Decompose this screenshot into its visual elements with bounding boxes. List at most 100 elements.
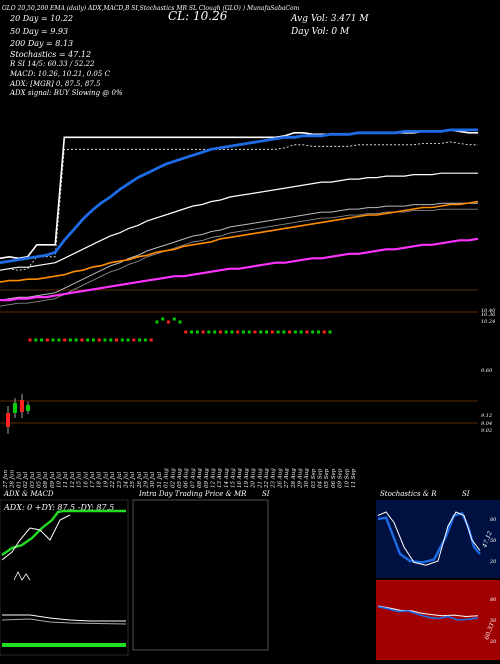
candle-45 (288, 330, 292, 334)
price-dotted-band (0, 141, 478, 271)
date-label-32: 13 Aug (217, 468, 223, 488)
date-label-39: 22 Aug (264, 468, 270, 489)
stochastics-label: Stochastics = 47.12 (10, 50, 91, 59)
date-label-36: 19 Aug (244, 468, 250, 488)
candle-13 (103, 338, 107, 342)
date-label-37: 20 Aug (251, 468, 257, 489)
date-label-44: 29 Aug (297, 468, 303, 489)
adx-panel-frame (0, 499, 129, 656)
date-label-21: 29 Jul (144, 472, 150, 489)
adx-bump-line (13, 571, 31, 581)
date-label-5: 05 Jul (36, 472, 42, 488)
date-label-6: 08 Jul (43, 472, 49, 488)
candle-25 (172, 317, 176, 321)
price-axis-label-6: 9.02 (481, 428, 492, 434)
candle-32 (213, 330, 217, 334)
date-label-0: 27 Jun (3, 470, 9, 489)
ema50-lower-band-2 (0, 208, 478, 307)
adx-macd-panel: ADX & MACD ADX: 0 +DY: 87.5 -DY: 87.5 (0, 490, 129, 656)
date-label-38: 21 Aug (257, 468, 263, 489)
ema50-lower-band (0, 202, 478, 301)
stoch-si-label: SI (462, 490, 470, 498)
date-label-48: 05 Sep (324, 468, 330, 488)
candle-44 (282, 330, 286, 334)
candle-27 (184, 330, 188, 334)
candle-20 (143, 338, 147, 342)
date-label-52: 11 Sep (351, 468, 357, 488)
candle-46 (293, 330, 297, 334)
macd-line (2, 614, 126, 622)
candle-0 (28, 338, 32, 342)
candle-6 (63, 338, 67, 342)
candle-10 (86, 338, 90, 342)
date-label-41: 26 Aug (277, 468, 283, 489)
date-label-31: 12 Aug (210, 468, 216, 488)
close-label: CL: 10.26 (168, 9, 228, 23)
early-candle-2 (20, 400, 24, 412)
date-label-33: 14 Aug (224, 468, 230, 488)
candle-23 (161, 317, 165, 321)
adx-signal-label: ADX signal: BUY Slowing @ 0% (9, 89, 123, 97)
date-label-11: 15 Jul (77, 472, 83, 488)
adx-minus-line (1, 514, 71, 561)
candle-38 (247, 330, 251, 334)
si-panel-bg (376, 580, 500, 660)
price-axis-label-3: 9.60 (481, 368, 493, 374)
candle-24 (166, 320, 170, 324)
date-label-46: 03 Sep (311, 468, 317, 488)
date-label-26: 05 Aug (177, 468, 183, 488)
date-label-10: 12 Jul (70, 472, 76, 488)
candle-50 (316, 330, 320, 334)
candle-26 (178, 320, 182, 324)
macd-label: MACD: 10.26, 10.21, 0.05 C (9, 70, 111, 78)
early-candle-3 (26, 405, 30, 411)
date-label-8: 10 Jul (57, 472, 63, 488)
series-line-1 (0, 128, 478, 265)
candle-41 (265, 330, 269, 334)
date-label-20: 26 Jul (137, 472, 143, 489)
early-candle-1 (13, 403, 17, 413)
date-label-23: 31 Jul (157, 472, 163, 488)
date-label-49: 06 Sep (331, 468, 337, 488)
candle-11 (91, 338, 95, 342)
date-label-47: 04 Sep (318, 468, 324, 488)
candle-30 (201, 330, 205, 334)
price-axis-label-4: 9.12 (481, 413, 492, 419)
stoch-tick-2: 20 (489, 559, 497, 565)
date-label-3: 02 Jul (23, 472, 29, 488)
stoch-tick-1: 50 (490, 538, 497, 544)
adx-panel-title: ADX & MACD (3, 490, 54, 498)
candle-16 (120, 338, 124, 342)
date-label-2: 01 Jul (16, 472, 22, 488)
candle-28 (190, 330, 194, 334)
price-axis-label-1: 10.36 (481, 312, 496, 318)
candle-34 (224, 330, 228, 334)
series-line-4 (0, 237, 479, 302)
candle-48 (305, 330, 309, 334)
date-label-50: 09 Sep (338, 468, 344, 488)
date-label-29: 08 Aug (197, 468, 203, 488)
candle-19 (138, 338, 142, 342)
date-label-35: 16 Aug (237, 468, 243, 488)
date-label-12: 16 Jul (83, 472, 89, 488)
candle-7 (68, 338, 72, 342)
series-line-2 (0, 172, 478, 271)
date-label-9: 11 Jul (63, 472, 69, 488)
candle-33 (218, 330, 222, 334)
si-tick-0: 80 (490, 597, 497, 603)
candle-51 (322, 330, 326, 334)
intraday-title: Intra Day Trading Price & MR (138, 490, 247, 498)
ema200-label: 200 Day = 8.13 (9, 39, 73, 48)
candle-52 (328, 330, 332, 334)
date-label-30: 09 Aug (204, 468, 210, 488)
stoch-title: Stochastics & R (380, 490, 437, 498)
candle-35 (230, 330, 234, 334)
candle-8 (74, 338, 78, 342)
candle-1 (34, 338, 38, 342)
date-label-27: 06 Aug (184, 468, 190, 488)
date-label-19: 25 Jul (130, 472, 136, 489)
ema50-label: 50 Day = 9.93 (10, 27, 68, 36)
